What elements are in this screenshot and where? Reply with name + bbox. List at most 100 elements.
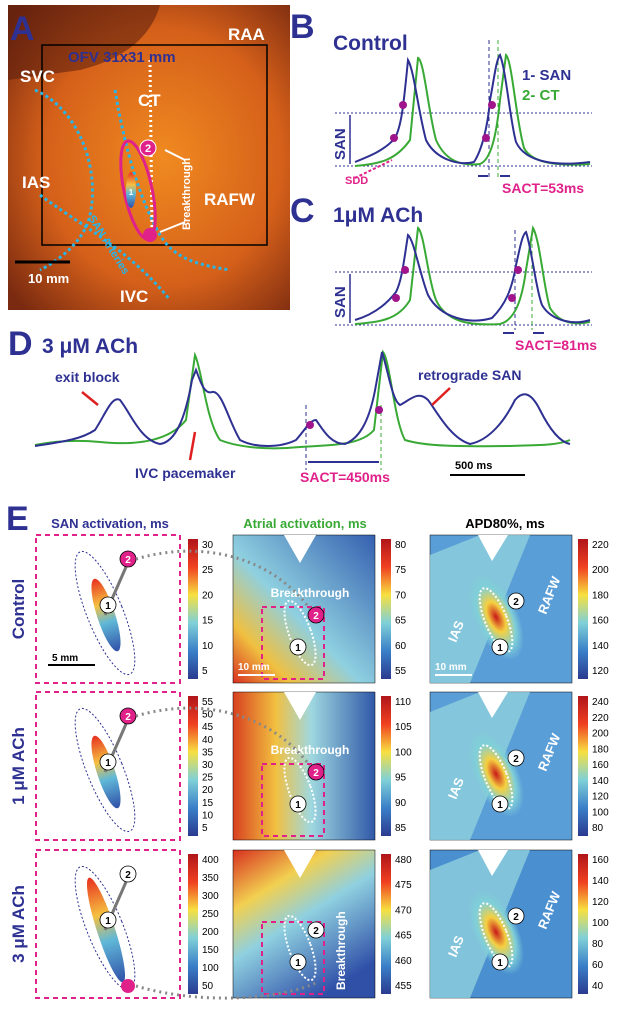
marker — [307, 606, 325, 624]
marker — [307, 921, 325, 939]
colorbar-tick: 220 — [592, 713, 609, 724]
marker-label: 2 — [513, 754, 519, 765]
roi-box — [35, 534, 181, 684]
label: IVC — [120, 287, 148, 306]
colorbar — [381, 854, 391, 994]
san-blob — [126, 172, 136, 208]
marker-label: 2 — [513, 912, 519, 923]
colorbar-tick: 160 — [592, 855, 609, 866]
colorbar-tick: 45 — [202, 722, 214, 733]
marker-label: 2 — [313, 611, 319, 622]
axis-label: SAN — [332, 286, 349, 318]
colorbar-tick: 100 — [202, 963, 219, 974]
scale-label: 10 mm — [28, 271, 69, 286]
colorbar — [188, 854, 198, 994]
colorbar-tick: 40 — [592, 981, 604, 992]
dot — [392, 294, 400, 302]
marker — [139, 139, 157, 157]
colorbar-tick: 55 — [395, 666, 407, 677]
roi-box — [35, 691, 181, 841]
ivc-marker — [143, 228, 157, 242]
scale-label: 10 mm — [435, 662, 467, 673]
colorbar-tick: 55 — [202, 697, 214, 708]
label: SVC — [20, 67, 55, 86]
marker — [289, 795, 307, 813]
annotation: exit block — [55, 369, 120, 385]
colorbar-tick: 15 — [202, 798, 214, 809]
arrow — [81, 391, 99, 406]
colorbar-tick: 465 — [395, 931, 412, 942]
roi-box — [35, 849, 181, 999]
colorbar-tick: 25 — [202, 565, 214, 576]
marker — [289, 953, 307, 971]
marker-label: 1 — [295, 643, 301, 654]
artery — [34, 88, 95, 272]
san-outline — [478, 902, 514, 968]
marker-label: 2 — [125, 712, 131, 723]
dot — [399, 101, 407, 109]
arrow — [188, 431, 197, 461]
label: Breakthrough — [181, 158, 193, 230]
marker-label: 1 — [129, 188, 134, 197]
colorbar-tick: 400 — [202, 855, 219, 866]
ivc-marker — [121, 979, 135, 993]
marker-label: 1 — [105, 601, 111, 612]
ct-trace — [354, 225, 591, 326]
colorbar-tick: 180 — [592, 590, 609, 601]
row-label: 3 μM ACh — [9, 885, 28, 963]
colorbar — [578, 696, 588, 836]
notch — [478, 692, 508, 718]
marker-label: 2 — [513, 597, 519, 608]
colorbar-tick: 30 — [202, 540, 214, 551]
atrial-map — [232, 849, 376, 999]
colorbar-tick: 30 — [202, 760, 214, 771]
atrial-map — [232, 534, 376, 684]
panel-b: B Control 1- SAN 2- CT SAN SDD SACT=53ms — [290, 8, 592, 196]
artery — [39, 193, 172, 301]
colorbar-tick: 250 — [202, 909, 219, 920]
marker-label: 2 — [125, 555, 131, 566]
notch — [478, 850, 508, 876]
panel-title: 1μM ACh — [333, 204, 423, 227]
panel-letter: C — [290, 192, 315, 230]
apd-blob — [468, 574, 524, 660]
panel-title: 3 μM ACh — [42, 335, 138, 358]
panel-letter: A — [10, 10, 35, 48]
axis-label: SAN — [332, 128, 349, 160]
notch — [284, 535, 316, 563]
marker-label: 1 — [497, 800, 503, 811]
marker-label: 1 — [295, 958, 301, 969]
marker — [119, 865, 137, 883]
marker-label: 2 — [145, 143, 151, 155]
marker-label: 2 — [313, 926, 319, 937]
roi-box — [261, 606, 325, 680]
colorbar-tick: 200 — [202, 927, 219, 938]
connector — [135, 706, 312, 767]
roi-box — [261, 763, 325, 837]
colorbar-tick: 140 — [592, 641, 609, 652]
dot — [488, 101, 496, 109]
san-outline — [74, 707, 136, 833]
colorbar-tick: 80 — [592, 939, 604, 950]
label: SDD — [345, 175, 368, 187]
label: Breakthrough — [334, 911, 348, 990]
panel-title: Control — [333, 32, 408, 55]
san-trace — [354, 53, 591, 165]
colorbar-tick: 475 — [395, 880, 412, 891]
dot — [306, 421, 314, 429]
colorbar — [578, 854, 588, 994]
colorbar-tick: 480 — [395, 855, 412, 866]
colorbar-tick: 460 — [395, 956, 412, 967]
panel-letter: B — [290, 8, 315, 46]
label: SACT=81ms — [515, 337, 597, 353]
panel-a: 2 1 A RAA OFV 31x31 mm SVC CT IAS RAFW B… — [8, 5, 290, 310]
marker — [491, 953, 509, 971]
colorbar-tick: 100 — [592, 807, 609, 818]
colorbar-tick: 25 — [202, 773, 214, 784]
row-label: Control — [9, 579, 28, 639]
panel-letter: D — [8, 325, 33, 363]
connector — [135, 549, 312, 610]
panel-letter: E — [6, 500, 29, 538]
marker — [491, 795, 509, 813]
colorbar-tick: 65 — [395, 616, 407, 627]
